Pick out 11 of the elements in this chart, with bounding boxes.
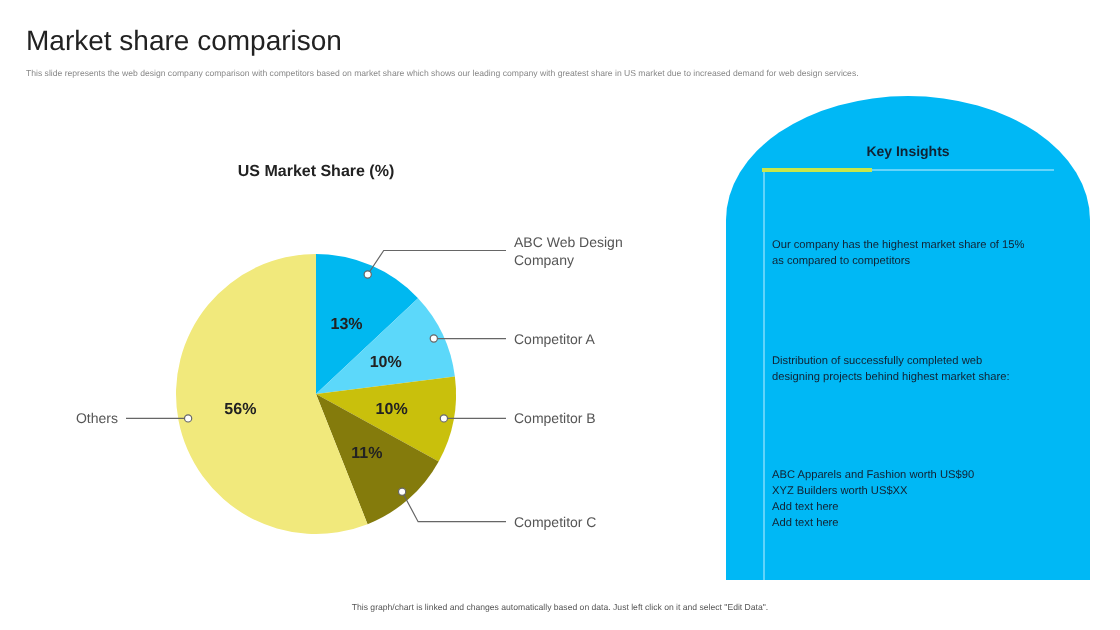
pie-slice xyxy=(316,254,419,394)
data-label: 10% xyxy=(375,400,408,419)
pie-slice xyxy=(316,376,456,462)
data-label: 56% xyxy=(224,400,257,419)
data-label: 11% xyxy=(351,443,383,462)
text: Market share comparison xyxy=(26,24,342,56)
data-label: 10% xyxy=(369,353,402,372)
pie-slice xyxy=(316,298,455,394)
data-label: 13% xyxy=(330,315,363,334)
pie-slice xyxy=(316,394,439,525)
chart-title: US Market Share (%) xyxy=(237,162,395,180)
